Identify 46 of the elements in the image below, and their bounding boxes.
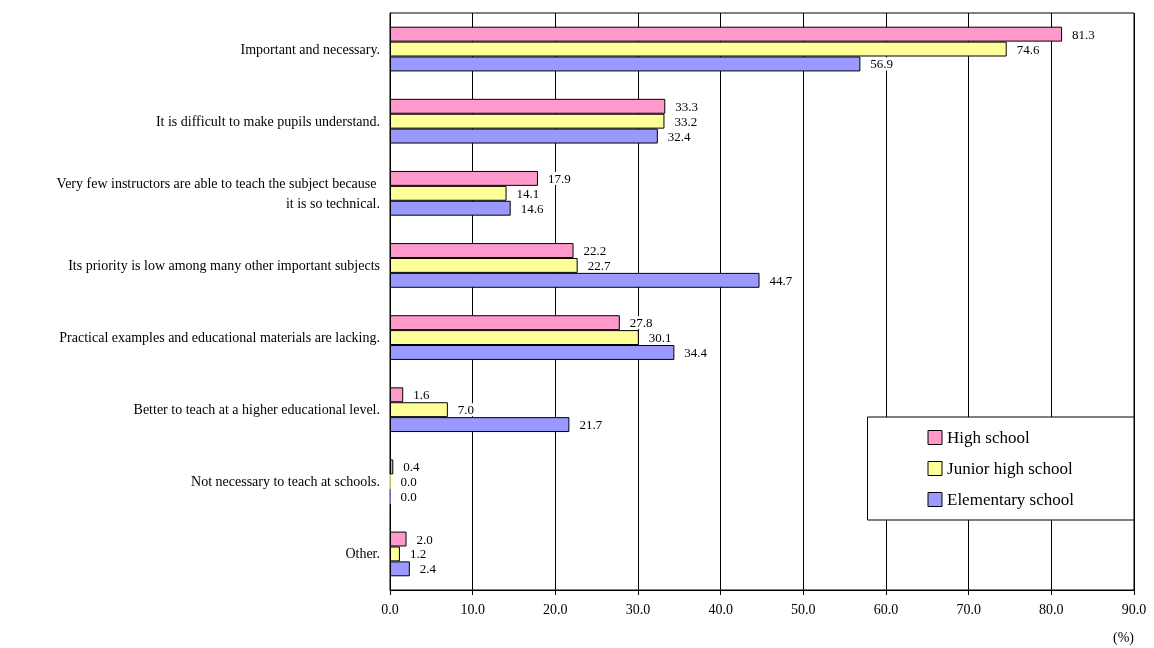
data-label: 0.4	[403, 459, 421, 475]
data-label: 0.0	[400, 489, 417, 505]
x-tick-label: 70.0	[956, 601, 981, 617]
data-label: 14.6	[520, 200, 544, 216]
y-tick-label: Practical examples and educational materials are lacking.	[59, 330, 380, 346]
data-label: 81.3	[1072, 26, 1095, 42]
x-axis-title: (%)	[1113, 629, 1135, 646]
data-label: 22.2	[583, 243, 607, 259]
data-label: 22.7	[587, 257, 611, 273]
data-label: 34.4	[684, 344, 708, 360]
x-tick-label: 60.0	[873, 601, 899, 617]
data-label: 1.2	[409, 546, 427, 562]
x-tick-label: 10.0	[460, 601, 485, 617]
x-tick-label: 50.0	[791, 601, 816, 617]
x-tick-label: 80.0	[1039, 601, 1064, 617]
data-label: 0.0	[400, 474, 417, 490]
y-tick-label: Better to teach at a higher educational level.	[133, 402, 380, 418]
data-label: 27.8	[629, 315, 653, 331]
y-tick-label: Other.	[345, 546, 380, 562]
data-label: 21.7	[579, 417, 603, 433]
data-label: 17.9	[547, 170, 571, 186]
y-tick-label: Very few instructors are able to teach the subject because it is so technical.	[56, 175, 380, 211]
data-label: 30.1	[648, 330, 672, 346]
x-tick-label: 90.0	[1121, 601, 1147, 617]
data-label: 56.9	[870, 56, 894, 72]
data-label: 2.0	[416, 531, 433, 547]
data-label: 14.1	[516, 185, 540, 201]
data-label: 33.2	[674, 113, 698, 129]
legend-label: High school	[947, 428, 1030, 447]
x-tick-label: 40.0	[708, 601, 733, 617]
y-tick-label: Not necessary to teach at schools.	[191, 474, 380, 490]
data-label: 44.7	[769, 272, 793, 288]
x-tick-label: 0.0	[381, 601, 399, 617]
data-label: 7.0	[457, 402, 475, 418]
y-tick-label: It is difficult to make pupils understand.	[155, 113, 380, 129]
x-tick-label: 30.0	[625, 601, 651, 617]
y-tick-label: Its priority is low among many other important subjects	[68, 257, 380, 273]
data-label: 1.6	[413, 387, 430, 403]
y-tick-label: Important and necessary.	[240, 41, 380, 57]
legend-label: Elementary school	[947, 490, 1075, 509]
data-label: 2.4	[419, 561, 437, 577]
data-label: 33.3	[675, 98, 699, 114]
data-label: 74.6	[1016, 41, 1040, 57]
x-tick-label: 20.0	[543, 601, 568, 617]
legend-label: Junior high school	[947, 459, 1073, 478]
data-label: 32.4	[667, 128, 692, 144]
